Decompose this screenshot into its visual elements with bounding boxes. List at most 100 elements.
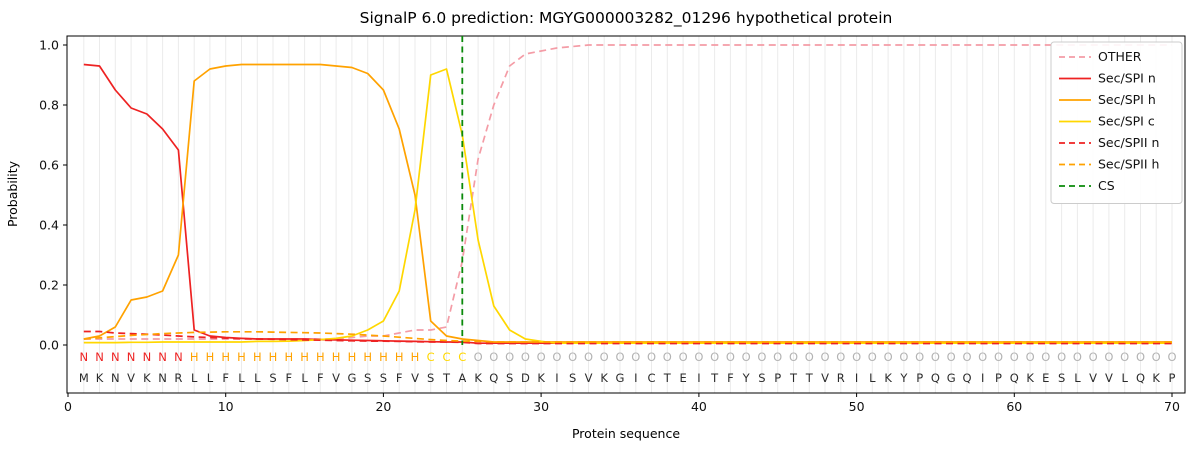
- sequence-letter: E: [1042, 371, 1049, 385]
- region-letter: H: [284, 350, 293, 364]
- y-axis-label: Probability: [5, 160, 20, 227]
- region-letter: N: [127, 350, 136, 364]
- legend-label-sec-spi-h: Sec/SPI h: [1098, 92, 1156, 107]
- y-tick-label: 0.0: [39, 338, 59, 353]
- legend-box: [1050, 41, 1183, 204]
- region-letter: N: [158, 350, 167, 364]
- region-letter: O: [962, 350, 971, 364]
- x-axis-ticks: 0 10 20 30 40 50 60 70: [64, 393, 1180, 414]
- region-letter: O: [915, 350, 924, 364]
- region-letter: O: [757, 350, 766, 364]
- region-letter: H: [363, 350, 372, 364]
- region-letter: N: [143, 350, 152, 364]
- y-tick-label: 0.8: [39, 98, 59, 113]
- legend-label-cs: CS: [1098, 178, 1115, 193]
- sequence-letter: V: [332, 371, 340, 385]
- legend-label-sec-spi-n: Sec/SPI n: [1098, 71, 1156, 86]
- x-axis-label: Protein sequence: [572, 426, 680, 441]
- gridlines: [83, 36, 1173, 393]
- sequence-letter: S: [427, 371, 434, 385]
- region-letter: H: [269, 350, 278, 364]
- sequence-letter: L: [238, 371, 245, 385]
- sequence-letter: I: [634, 371, 637, 385]
- region-letter: H: [190, 350, 199, 364]
- series-line-other: [83, 44, 1172, 340]
- region-letter: N: [111, 350, 120, 364]
- sequence-letter: P: [995, 371, 1002, 385]
- x-tick-label: 0: [64, 399, 72, 414]
- region-letter: O: [1041, 350, 1050, 364]
- region-letter: O: [884, 350, 893, 364]
- region-letter: C: [442, 350, 450, 364]
- sequence-letter: K: [1152, 371, 1160, 385]
- region-letter: O: [568, 350, 577, 364]
- sequence-letter: L: [301, 371, 308, 385]
- sequence-letter: Q: [962, 371, 971, 385]
- sequence-letter: K: [96, 371, 104, 385]
- sequence-letter: F: [285, 371, 292, 385]
- sequence-letter: G: [616, 371, 625, 385]
- sequence-letter: V: [821, 371, 829, 385]
- legend-label-sec-spii-h: Sec/SPII h: [1098, 157, 1159, 172]
- region-letter: O: [1073, 350, 1082, 364]
- sequence-letter: L: [191, 371, 198, 385]
- region-letter: O: [836, 350, 845, 364]
- region-letter: O: [521, 350, 530, 364]
- chart-title: SignalP 6.0 prediction: MGYG000003282_01…: [360, 9, 893, 28]
- sequence-letter: M: [79, 371, 89, 385]
- sequence-letter: F: [396, 371, 403, 385]
- region-letter: H: [348, 350, 357, 364]
- sequence-letter: Q: [1010, 371, 1019, 385]
- sequence-letter: F: [222, 371, 229, 385]
- region-letter: N: [174, 350, 183, 364]
- sequence-letter: N: [111, 371, 120, 385]
- series-line-sec-spii-h: [83, 330, 1172, 343]
- y-tick-label: 0.4: [39, 218, 59, 233]
- sequence-letter: L: [1121, 371, 1128, 385]
- legend: OTHER Sec/SPI n Sec/SPI h Sec/SPI c Sec/SPII…: [1050, 41, 1183, 204]
- region-letter: H: [206, 350, 215, 364]
- region-letter: O: [1104, 350, 1113, 364]
- sequence-letter: K: [143, 371, 151, 385]
- sequence-letter: Y: [899, 371, 908, 385]
- region-letter: O: [1136, 350, 1145, 364]
- series-lines: [83, 44, 1172, 345]
- region-letter: O: [474, 350, 483, 364]
- sequence-letter: V: [127, 371, 135, 385]
- region-letter: O: [631, 350, 640, 364]
- sequence-letter: R: [174, 371, 182, 385]
- sequence-letter: K: [537, 371, 545, 385]
- series-line-sec-spi-h: [83, 63, 1172, 343]
- region-letter: H: [237, 350, 246, 364]
- region-letter: N: [95, 350, 104, 364]
- sequence-letter: Q: [931, 371, 940, 385]
- sequence-letter: L: [1074, 371, 1081, 385]
- sequence-letter: I: [697, 371, 700, 385]
- sequence-letter: N: [158, 371, 167, 385]
- region-letter: C: [427, 350, 435, 364]
- region-letter: O: [505, 350, 514, 364]
- region-letter: O: [694, 350, 703, 364]
- sequence-letter: S: [269, 371, 276, 385]
- x-tick-label: 10: [218, 399, 234, 414]
- region-letter: H: [379, 350, 388, 364]
- sequence-letter: V: [585, 371, 593, 385]
- region-letter: H: [300, 350, 309, 364]
- sequence-letter: P: [774, 371, 781, 385]
- sequence-letter: Q: [489, 371, 498, 385]
- region-letter: O: [978, 350, 987, 364]
- legend-label-sec-spi-c: Sec/SPI c: [1098, 114, 1155, 129]
- region-letter: O: [489, 350, 498, 364]
- sequence-letter: T: [663, 371, 672, 385]
- x-tick-label: 70: [1164, 399, 1180, 414]
- region-letter: O: [994, 350, 1003, 364]
- sequence-letter: A: [458, 371, 466, 385]
- region-letter: O: [773, 350, 782, 364]
- sequence-letter: F: [317, 371, 324, 385]
- legend-label-other: OTHER: [1098, 49, 1142, 64]
- region-letter: O: [947, 350, 956, 364]
- region-letter: O: [899, 350, 908, 364]
